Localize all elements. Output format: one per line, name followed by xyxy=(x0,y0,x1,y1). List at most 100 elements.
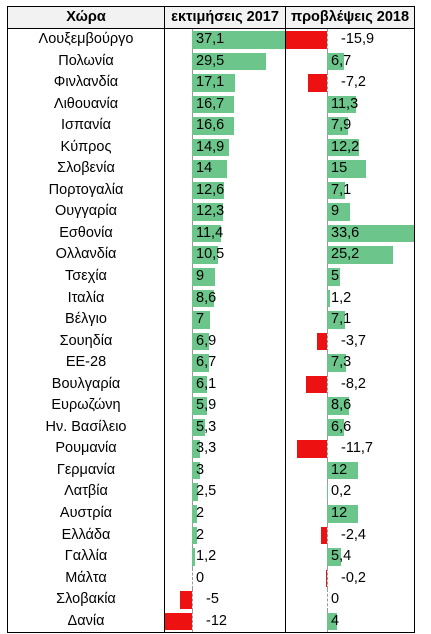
forecast-2018-cell[interactable]: 7,1 xyxy=(286,309,414,331)
country-cell[interactable]: Πορτογαλία xyxy=(8,179,165,202)
country-cell[interactable]: Ουγγαρία xyxy=(8,201,165,223)
country-cell[interactable]: Εσθονία xyxy=(8,222,165,245)
estimate-2017-cell[interactable]: -5 xyxy=(165,589,286,611)
estimate-2017-cell[interactable]: 14,9 xyxy=(165,136,286,159)
table-row: Ελλάδα 2 -2,4 xyxy=(8,524,414,547)
country-cell[interactable]: Λιθουανία xyxy=(8,93,165,116)
estimate-2017-cell[interactable]: 17,1 xyxy=(165,72,286,94)
forecast-2018-cell[interactable]: 7,1 xyxy=(286,179,414,202)
forecast-2018-cell[interactable]: 7,9 xyxy=(286,115,414,137)
zero-axis-line xyxy=(327,589,328,611)
country-cell[interactable]: Ολλανδία xyxy=(8,244,165,267)
country-cell[interactable]: Σλοβενία xyxy=(8,158,165,180)
forecast-2018-cell[interactable]: -7,2 xyxy=(286,72,414,94)
estimate-2017-cell[interactable]: -12 xyxy=(165,610,286,633)
estimate-2017-cell[interactable]: 5,3 xyxy=(165,416,286,439)
country-cell[interactable]: Ελλάδα xyxy=(8,524,165,547)
forecast-2018-cell[interactable]: 0,2 xyxy=(286,481,414,504)
positive-data-bar xyxy=(192,31,285,49)
estimate-2017-cell[interactable]: 16,7 xyxy=(165,93,286,116)
positive-data-bar xyxy=(192,289,214,308)
forecast-2018-cell[interactable]: 0 xyxy=(286,589,414,611)
country-cell[interactable]: Γερμανία xyxy=(8,459,165,482)
country-cell[interactable]: Λατβία xyxy=(8,481,165,504)
header-forecasts-2018[interactable]: προβλέψεις 2018 xyxy=(290,9,410,25)
estimate-2017-cell[interactable]: 16,6 xyxy=(165,115,286,137)
estimate-2017-cell[interactable]: 10,5 xyxy=(165,244,286,267)
value-label: 1,2 xyxy=(196,548,217,565)
country-cell[interactable]: Δανία xyxy=(8,610,165,633)
forecast-2018-cell[interactable]: 7,3 xyxy=(286,352,414,374)
country-cell[interactable]: Τσεχία xyxy=(8,266,165,288)
forecast-2018-cell[interactable]: -0,2 xyxy=(286,567,414,590)
estimate-2017-cell[interactable]: 29,5 xyxy=(165,50,286,73)
header-country[interactable]: Χώρα xyxy=(8,7,165,28)
estimate-2017-cell[interactable]: 7 xyxy=(165,309,286,331)
country-cell[interactable]: Σλοβακία xyxy=(8,589,165,611)
value-label: 8,6 xyxy=(331,397,352,414)
estimate-2017-cell[interactable]: 5,9 xyxy=(165,395,286,417)
estimate-2017-cell[interactable]: 2 xyxy=(165,524,286,547)
forecast-2018-cell[interactable]: 9 xyxy=(286,201,414,223)
country-cell[interactable]: Φινλανδία xyxy=(8,72,165,94)
country-cell[interactable]: Ισπανία xyxy=(8,115,165,137)
estimate-2017-cell[interactable]: 2 xyxy=(165,503,286,525)
estimate-2017-cell[interactable]: 6,1 xyxy=(165,373,286,396)
forecast-2018-cell[interactable]: 6,7 xyxy=(286,50,414,73)
forecast-2018-cell[interactable]: 15 xyxy=(286,158,414,180)
positive-data-bar xyxy=(327,397,350,415)
forecast-2018-cell[interactable]: -8,2 xyxy=(286,373,414,396)
estimate-2017-cell[interactable]: 9 xyxy=(165,266,286,288)
estimate-2017-cell[interactable]: 3,3 xyxy=(165,438,286,460)
estimate-2017-cell[interactable]: 6,9 xyxy=(165,330,286,353)
forecast-2018-cell[interactable]: -15,9 xyxy=(286,29,414,51)
country-cell[interactable]: Ευρωζώνη xyxy=(8,395,165,417)
forecast-2018-cell[interactable]: 4 xyxy=(286,610,414,633)
forecast-2018-cell[interactable]: 25,2 xyxy=(286,244,414,267)
country-cell[interactable]: Ρουμανία xyxy=(8,438,165,460)
country-cell[interactable]: Λουξεμβούργο xyxy=(8,29,165,51)
country-cell[interactable]: Ην. Βασίλειο xyxy=(8,416,165,439)
estimate-2017-cell[interactable]: 12,3 xyxy=(165,201,286,223)
forecast-2018-cell[interactable]: 12,2 xyxy=(286,136,414,159)
forecast-2018-cell[interactable]: -2,4 xyxy=(286,524,414,547)
forecast-2018-cell[interactable]: 33,6 xyxy=(286,222,414,245)
positive-data-bar xyxy=(192,95,234,114)
estimate-2017-cell[interactable]: 2,5 xyxy=(165,481,286,504)
country-cell[interactable]: Ιταλία xyxy=(8,287,165,310)
estimate-2017-cell[interactable]: 14 xyxy=(165,158,286,180)
forecast-2018-cell[interactable]: 12 xyxy=(286,459,414,482)
header-estimates-2017[interactable]: εκτιμήσεις 2017 xyxy=(165,7,286,28)
forecast-2018-cell[interactable]: 5,4 xyxy=(286,546,414,568)
positive-data-bar xyxy=(327,311,346,329)
forecast-2018-cell[interactable]: 12 xyxy=(286,503,414,525)
country-cell[interactable]: Βέλγιο xyxy=(8,309,165,331)
estimate-2017-cell[interactable]: 3 xyxy=(165,459,286,482)
forecast-2018-cell[interactable]: 6,6 xyxy=(286,416,414,439)
value-label: 12 xyxy=(331,505,348,522)
estimate-2017-cell[interactable]: 0 xyxy=(165,567,286,590)
country-cell[interactable]: Αυστρία xyxy=(8,503,165,525)
forecast-2018-cell[interactable]: -3,7 xyxy=(286,330,414,353)
country-cell[interactable]: Βουλγαρία xyxy=(8,373,165,396)
positive-data-bar xyxy=(327,224,414,243)
country-cell[interactable]: Σουηδία xyxy=(8,330,165,353)
estimate-2017-cell[interactable]: 1,2 xyxy=(165,546,286,568)
forecast-2018-cell[interactable]: 5 xyxy=(286,266,414,288)
estimate-2017-cell[interactable]: 11,4 xyxy=(165,222,286,245)
country-cell[interactable]: Πολωνία xyxy=(8,50,165,73)
country-cell[interactable]: ΕΕ-28 xyxy=(8,352,165,374)
forecast-2018-cell[interactable]: -11,7 xyxy=(286,438,414,460)
value-label: 16,6 xyxy=(196,117,225,134)
estimate-2017-cell[interactable]: 12,6 xyxy=(165,179,286,202)
estimate-2017-cell[interactable]: 6,7 xyxy=(165,352,286,374)
estimate-2017-cell[interactable]: 8,6 xyxy=(165,287,286,310)
country-cell[interactable]: Κύπρος xyxy=(8,136,165,159)
forecast-2018-cell[interactable]: 11,3 xyxy=(286,93,414,116)
country-cell[interactable]: Μάλτα xyxy=(8,567,165,590)
value-label: 6,6 xyxy=(331,418,352,435)
estimate-2017-cell[interactable]: 37,1 xyxy=(165,29,286,51)
forecast-2018-cell[interactable]: 1,2 xyxy=(286,287,414,310)
forecast-2018-cell[interactable]: 8,6 xyxy=(286,395,414,417)
country-cell[interactable]: Γαλλία xyxy=(8,546,165,568)
